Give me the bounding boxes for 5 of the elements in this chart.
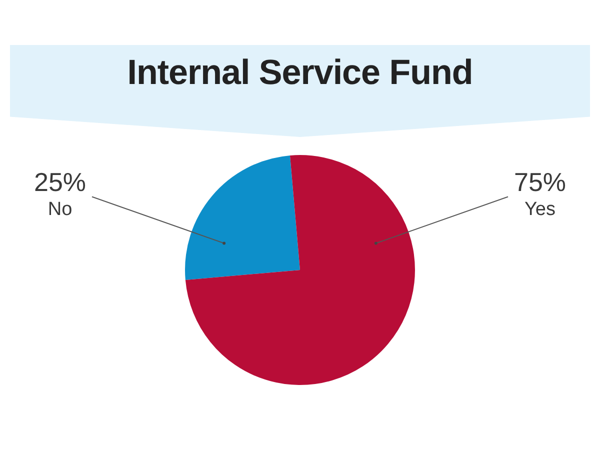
data-label: 75%: [514, 166, 566, 197]
data-label: 25%: [34, 166, 86, 197]
slice-label: No: [48, 198, 72, 220]
slice-label: Yes: [524, 198, 556, 220]
chart-title: Internal Service Fund: [127, 52, 473, 94]
